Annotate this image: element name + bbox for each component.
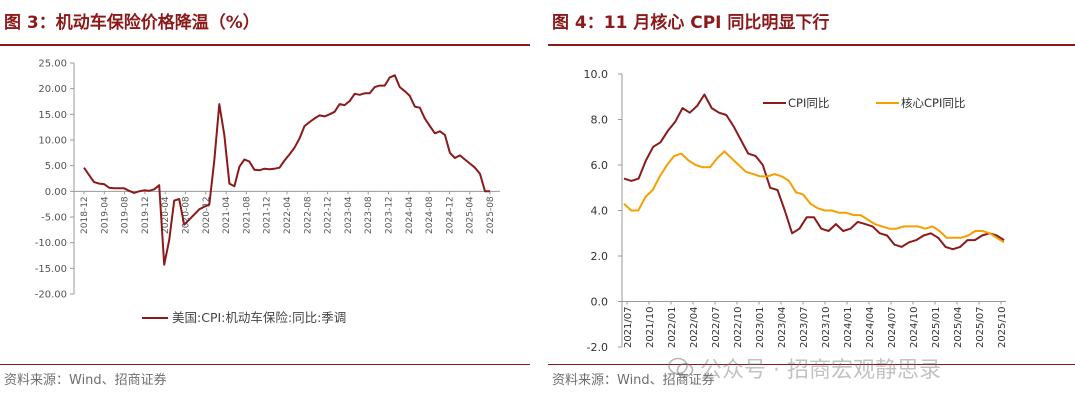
- right-x-tick-label: 2021/07: [623, 307, 634, 349]
- left-x-tick-label: 2020-12: [202, 196, 212, 234]
- right-y-tick-label: 6.0: [591, 159, 609, 172]
- right-figure-panel: 图 4：11 月核心 CPI 同比明显下行 10.0 8.0 6.0 4.0 2.0 0.…: [548, 0, 1075, 410]
- left-x-tick-label: 2021-04: [222, 196, 232, 234]
- left-y-tick-label: -15.00: [35, 264, 67, 275]
- left-x-tick-label: 2025-08: [486, 196, 496, 234]
- right-figure-title: 图 4：11 月核心 CPI 同比明显下行: [552, 13, 830, 33]
- left-figure-title: 图 3：机动车保险价格降温（%）: [4, 13, 260, 33]
- left-y-tick-label: -20.00: [35, 290, 67, 301]
- right-x-tick-label: 2022/04: [689, 307, 700, 349]
- watermark-text: 公众号 · 招商宏观静思录: [700, 358, 941, 383]
- left-x-tick-label: 2019-04: [100, 196, 110, 234]
- left-x-tick-label: 2022-04: [283, 196, 293, 234]
- right-x-tick-label: 2023/04: [777, 307, 788, 349]
- right-x-tick-label: 2023/07: [799, 307, 810, 349]
- right-series-core-line: [623, 150, 1005, 244]
- left-x-tick-label: 2023-12: [385, 196, 395, 234]
- left-y-tick-label: -10.00: [35, 238, 67, 249]
- right-chart: 10.0 8.0 6.0 4.0 2.0 0.0 -2.0 2021/07 2021/10 202…: [584, 68, 1009, 354]
- left-x-tick-label: 2018-12: [80, 196, 90, 234]
- right-y-tick-label: 4.0: [591, 205, 609, 218]
- left-y-tick-label: -5.00: [41, 213, 67, 224]
- wechat-icon: [668, 357, 694, 377]
- left-x-tick-label: 2024-04: [405, 196, 415, 234]
- watermark: 公众号 · 招商宏观静思录: [668, 352, 941, 384]
- left-x-tick-label: 2019-12: [141, 196, 151, 234]
- right-x-tick-label: 2024/10: [909, 307, 920, 349]
- right-x-tick-label: 2024/07: [887, 307, 898, 349]
- right-x-tick-label: 2024/04: [865, 307, 876, 349]
- left-x-tick-label: 2024-08: [425, 196, 435, 234]
- left-title-rule: [0, 44, 530, 46]
- left-y-tick-label: 20.00: [38, 84, 67, 95]
- left-x-tick-label: 2022-08: [303, 196, 313, 234]
- right-x-tick-label: 2025/01: [931, 307, 942, 349]
- right-source-rule: [548, 364, 1075, 365]
- left-x-tick-label: 2023-08: [364, 196, 374, 234]
- left-x-tick-label: 2024-12: [445, 196, 455, 234]
- right-y-tick-label: 0.0: [591, 296, 609, 309]
- left-x-tick-label: 2019-08: [121, 196, 131, 234]
- right-title-rule: [548, 44, 1075, 46]
- right-x-tick-label: 2022/10: [733, 307, 744, 349]
- right-y-tick-label: -2.0: [587, 341, 608, 354]
- left-y-tick-label: 5.00: [45, 161, 67, 172]
- left-x-tick-label: 2025-04: [466, 196, 476, 234]
- right-x-tick-label: 2022/01: [667, 307, 678, 349]
- left-figure-panel: 图 3：机动车保险价格降温（%） 25.00 20.00 15.00 10.00 5.0…: [0, 0, 530, 410]
- left-y-tick-label: 25.00: [38, 59, 67, 70]
- left-source-note: 资料来源：Wind、招商证券: [4, 373, 167, 388]
- left-source-rule: [0, 364, 530, 365]
- left-x-tick-label: 2022-12: [324, 196, 334, 234]
- left-x-tick-label: 2020-08: [182, 196, 192, 234]
- right-x-tick-label: 2023/10: [821, 307, 832, 349]
- right-x-tick-label: 2022/07: [711, 307, 722, 349]
- right-legend-label-core: 核心CPI同比: [901, 96, 965, 110]
- right-legend-label-cpi: CPI同比: [788, 96, 829, 110]
- right-y-tick-label: 10.0: [584, 68, 609, 81]
- left-y-tick-label: 0.00: [45, 187, 67, 198]
- left-x-tick-label: 2020-04: [161, 196, 171, 234]
- left-y-tick-label: 10.00: [38, 136, 67, 147]
- right-x-tick-label: 2025/04: [953, 307, 964, 349]
- right-y-tick-label: 2.0: [591, 250, 609, 263]
- right-x-tick-label: 2021/10: [645, 307, 656, 349]
- right-x-tick-label: 2023/01: [755, 307, 766, 349]
- right-y-tick-label: 8.0: [591, 114, 609, 127]
- left-chart: 25.00 20.00 15.00 10.00 5.00 0.00 -5.00 -10.00 -…: [35, 59, 500, 325]
- left-legend-label: 美国:CPI:机动车保险:同比:季调: [172, 310, 346, 325]
- right-x-tick-label: 2025/10: [997, 307, 1008, 349]
- right-x-tick-label: 2025/07: [975, 307, 986, 349]
- right-source-note: 资料来源：Wind、招商证券: [552, 373, 715, 388]
- right-series-cpi-line: [623, 93, 1005, 251]
- left-x-tick-label: 2021-12: [263, 196, 273, 234]
- left-x-tick-label: 2023-04: [344, 196, 354, 234]
- left-series-line: [83, 74, 490, 266]
- left-y-tick-label: 15.00: [38, 110, 67, 121]
- left-x-tick-label: 2021-08: [242, 196, 252, 234]
- right-x-tick-label: 2024/01: [843, 307, 854, 349]
